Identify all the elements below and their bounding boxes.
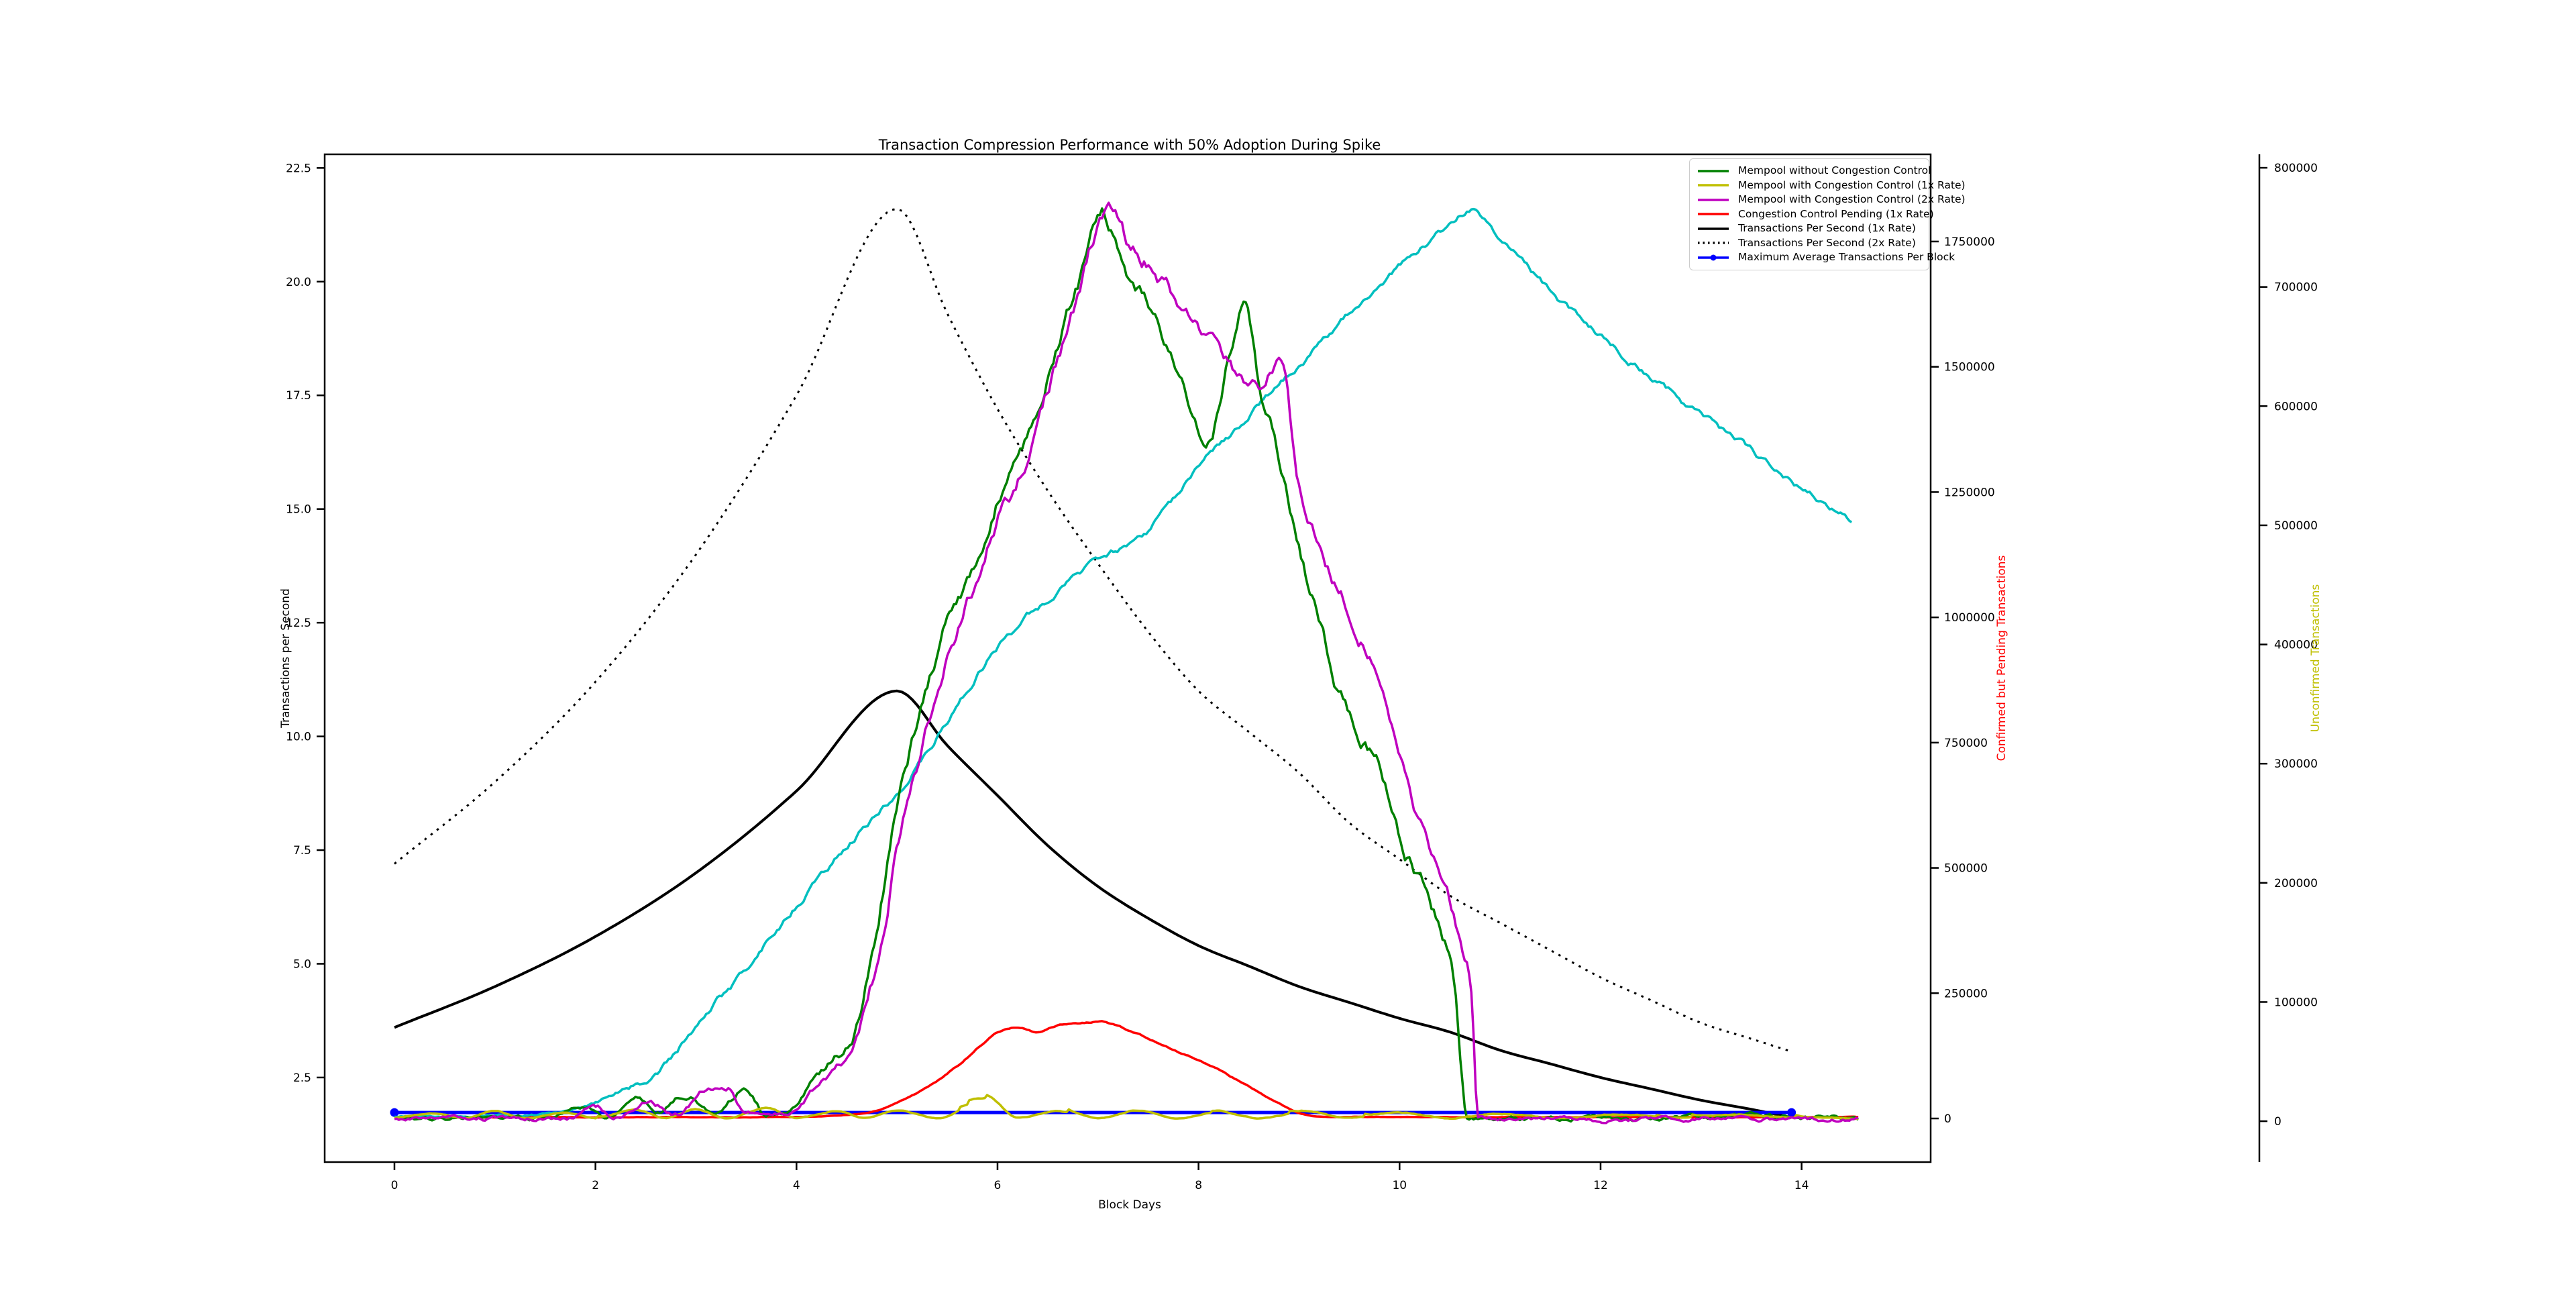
x-tick-label: 8 [1195, 1179, 1202, 1192]
y-unconfirmed-tick-label: 800000 [2274, 162, 2318, 175]
y-unconfirmed-tick-label: 500000 [2274, 519, 2318, 533]
x-tick-label: 6 [994, 1179, 1002, 1192]
series-tps_2x-line [394, 207, 1792, 1053]
y-pending-tick-label: 1000000 [1944, 611, 1995, 625]
series-tps_1x-line [394, 689, 1792, 1119]
series-mempool_cc_1x-line [394, 1094, 1859, 1120]
y-axis-unconfirmed-label: Unconfirmed Transactions [2309, 584, 2322, 733]
legend-swatch-icon [1698, 199, 1729, 201]
legend-item-label: Transactions Per Second (1x Rate) [1738, 222, 1916, 234]
legend-swatch-icon [1698, 213, 1729, 215]
y-unconfirmed-tick-label: 100000 [2274, 996, 2318, 1009]
legend-item: Congestion Control Pending (1x Rate) [1697, 207, 1934, 222]
series-max_block-marker [1787, 1108, 1796, 1117]
legend-item: Maximum Average Transactions Per Block [1697, 250, 1955, 265]
y-left-tick-label: 10.0 [286, 731, 311, 744]
series-mempool_no_cc-line [394, 207, 1860, 1123]
y-pending-tick-label: 1500000 [1944, 361, 1995, 374]
y-axis-right-pending: 0 250000 500000 750000 1000000 1250000 1500000… [1931, 236, 1995, 1126]
y-left-tick-label: 12.5 [286, 617, 311, 630]
y-left-tick-label: 7.5 [293, 844, 311, 857]
legend-item-label: Mempool with Congestion Control (2x Rate… [1738, 193, 1966, 205]
chart-title: Transaction Compression Performance with… [878, 137, 1381, 153]
y-pending-tick-label: 750000 [1944, 737, 1988, 750]
x-tick-label: 2 [592, 1179, 599, 1192]
legend-item: Mempool with Congestion Control (1x Rate… [1697, 178, 1966, 193]
x-axis-label: Block Days [1098, 1198, 1161, 1212]
legend-item: Transactions Per Second (2x Rate) [1697, 236, 1922, 251]
legend-item: Transactions Per Second (1x Rate) [1697, 221, 1922, 236]
y-unconfirmed-tick-label: 200000 [2274, 877, 2318, 890]
legend-swatch-icon [1698, 254, 1729, 261]
x-tick-label: 10 [1392, 1179, 1407, 1192]
x-axis: 0 2 4 6 8 10 12 14 [391, 1162, 1809, 1192]
y-unconfirmed-tick-label: 0 [2274, 1115, 2282, 1129]
x-tick-label: 4 [793, 1179, 800, 1192]
y-pending-tick-label: 1250000 [1944, 486, 1995, 499]
legend-swatch-icon [1698, 184, 1729, 187]
y-left-tick-label: 17.5 [286, 389, 311, 403]
series-mempool_cc_2x-line [394, 201, 1859, 1125]
legend-swatch-icon [1698, 242, 1729, 244]
y-unconfirmed-tick-label: 700000 [2274, 281, 2318, 295]
legend-item-label: Congestion Control Pending (1x Rate) [1738, 207, 1934, 220]
legend-swatch-icon [1698, 227, 1729, 230]
legend-item: Mempool without Congestion Control [1697, 164, 1931, 178]
legend-item-label: Mempool without Congestion Control [1738, 164, 1931, 176]
y-pending-tick-label: 250000 [1944, 987, 1988, 1000]
y-axis-left-label: Transactions per Second [279, 588, 292, 728]
x-tick-label: 14 [1794, 1179, 1809, 1192]
legend: Mempool without Congestion Control Mempo… [1689, 158, 1966, 270]
legend-item: Mempool with Congestion Control (2x Rate… [1697, 193, 1966, 207]
series-pending_1x-line [394, 1020, 1859, 1119]
y-pending-tick-label: 500000 [1944, 862, 1988, 876]
legend-item-label: Maximum Average Transactions Per Block [1738, 251, 1955, 263]
y-unconfirmed-tick-label: 300000 [2274, 757, 2318, 771]
axes-spines [323, 153, 2261, 1163]
y-left-tick-label: 15.0 [286, 503, 311, 517]
x-tick-label: 0 [391, 1179, 398, 1192]
y-axis-right-unconfirmed: 0 100000 200000 300000 400000 500000 600000 700… [2259, 162, 2318, 1129]
y-left-tick-label: 2.5 [293, 1071, 311, 1085]
y-axis-left: 2.5 5.0 7.5 10.0 12.5 15.0 17.5 20.0 22.5 [286, 162, 325, 1085]
y-axis-pending-label: Confirmed but Pending Transactions [1995, 555, 2008, 762]
y-left-tick-label: 5.0 [293, 957, 311, 971]
y-pending-tick-label: 1750000 [1944, 236, 1995, 249]
y-unconfirmed-tick-label: 400000 [2274, 639, 2318, 652]
legend-item-label: Mempool with Congestion Control (1x Rate… [1738, 178, 1966, 191]
y-pending-tick-label: 0 [1944, 1112, 1951, 1126]
series-max_block-marker [390, 1108, 399, 1117]
legend-item-label: Transactions Per Second (2x Rate) [1738, 236, 1916, 249]
legend-swatch-icon [1698, 170, 1729, 172]
y-unconfirmed-tick-label: 600000 [2274, 400, 2318, 413]
y-left-tick-label: 20.0 [286, 276, 311, 289]
series-cyan_unlabeled-line [394, 207, 1853, 1118]
x-tick-label: 12 [1593, 1179, 1608, 1192]
y-left-tick-label: 22.5 [286, 162, 311, 175]
plot-series [390, 201, 1860, 1125]
